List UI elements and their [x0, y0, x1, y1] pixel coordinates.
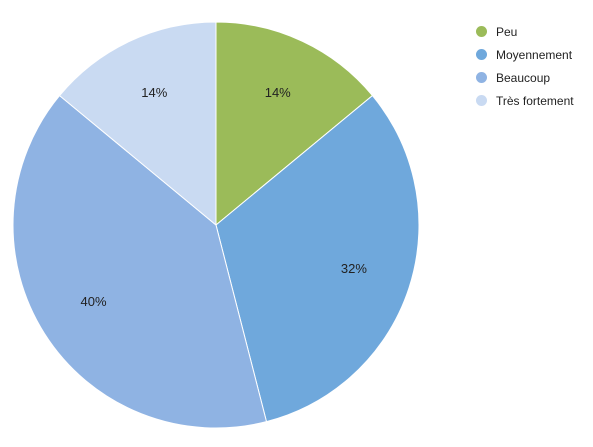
slice-label-peu: 14%	[265, 85, 291, 100]
slice-label-moyennement: 32%	[341, 261, 367, 276]
legend-label: Beaucoup	[496, 70, 551, 85]
legend-swatch	[476, 95, 487, 106]
legend-swatch	[476, 26, 487, 37]
pie-slice-tres-fortement	[58, 21, 217, 227]
pie-slice-peu	[215, 21, 374, 227]
slice-label-beaucoup: 40%	[81, 294, 107, 309]
legend-item-beaucoup: Beaucoup	[476, 66, 593, 89]
legend-swatch	[476, 72, 487, 83]
slice-label-tres-fortement: 14%	[141, 85, 167, 100]
legend-label: Très fortement	[496, 93, 574, 108]
legend-item-tres-fortement: Très fortement	[476, 89, 593, 112]
pie-slice-moyennement	[215, 94, 420, 423]
chart-legend: Peu Moyennement Beaucoup Très fortement	[476, 20, 593, 112]
pie-slice-beaucoup	[12, 94, 268, 429]
legend-label: Peu	[496, 24, 518, 39]
legend-item-moyennement: Moyennement	[476, 43, 593, 66]
legend-label: Moyennement	[496, 47, 573, 62]
legend-item-peu: Peu	[476, 20, 593, 43]
legend-swatch	[476, 49, 487, 60]
